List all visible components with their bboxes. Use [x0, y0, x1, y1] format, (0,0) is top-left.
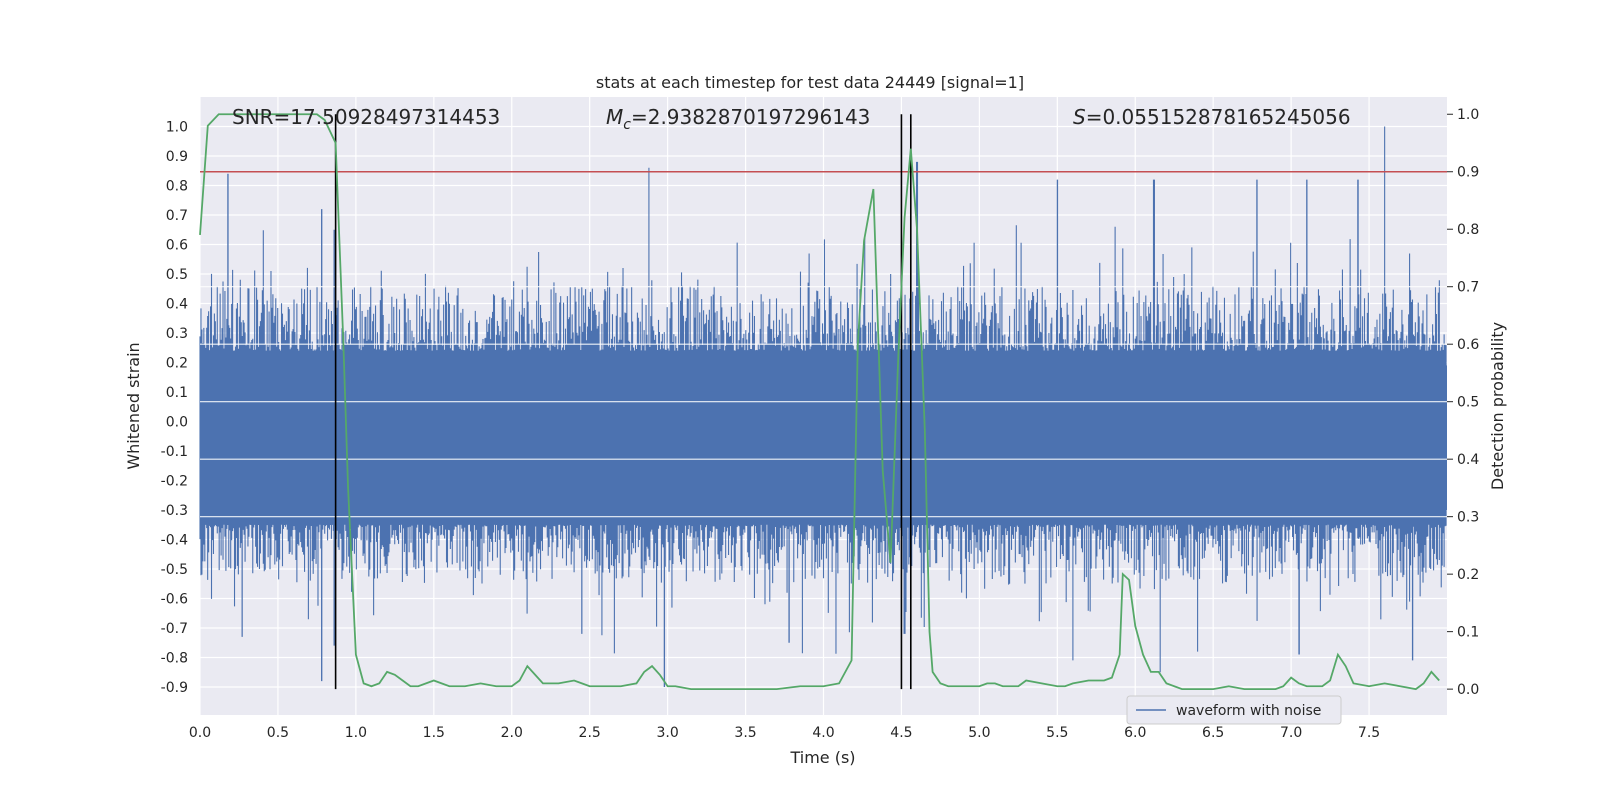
- x-tick-label: 2.5: [579, 725, 601, 741]
- y-left-tick-label: 0.4: [166, 296, 188, 312]
- x-tick-label: 5.5: [1046, 725, 1068, 741]
- y-left-tick-label: -0.3: [161, 503, 188, 519]
- x-tick-label: 4.0: [812, 725, 834, 741]
- snr-annotation: SNR=17.50928497314453: [232, 105, 500, 129]
- x-tick-label: 2.0: [501, 725, 523, 741]
- y-left-tick-label: 0.7: [166, 208, 188, 224]
- left-axis-label: Whitened strain: [124, 342, 143, 469]
- waveform-core: [200, 365, 1447, 510]
- y-left-tick-label: 0.8: [166, 178, 188, 194]
- s-annotation: S=0.055152878165245056: [1073, 105, 1351, 129]
- right-axis-ticks: 0.0 0.1 0.2 0.3 0.4 0.5 0.6 0.7 0.8 0.9 1.0: [1447, 107, 1479, 698]
- y-left-tick-label: -0.9: [161, 680, 188, 696]
- y-right-tick-label: 0.3: [1457, 510, 1479, 526]
- waveform-series: [199, 126, 1447, 687]
- y-left-tick-label: 0.5: [166, 267, 188, 283]
- chirp-mass-annotation: Mc=2.9382870197296143: [606, 105, 870, 133]
- chirp-mass-value: =2.9382870197296143: [631, 105, 870, 129]
- x-axis-label: Time (s): [789, 748, 855, 767]
- y-left-tick-label: -0.5: [161, 562, 188, 578]
- y-right-tick-label: 0.0: [1457, 682, 1479, 698]
- probability-curve: [199, 113, 1440, 691]
- y-right-tick-label: 0.7: [1457, 280, 1479, 296]
- y-right-tick-label: 1.0: [1457, 107, 1479, 123]
- y-left-tick-label: 0.2: [166, 355, 188, 371]
- y-left-tick-label: -0.2: [161, 473, 188, 489]
- x-tick-label: 0.5: [267, 725, 289, 741]
- y-right-tick-label: 0.5: [1457, 395, 1479, 411]
- x-axis-ticks: 0.0 0.5 1.0 1.5 2.0 2.5 3.0 3.5 4.0 4.5 5.0 5.5 6.0 6…: [189, 725, 1380, 741]
- chirp-mass-subscript: c: [623, 117, 631, 133]
- y-right-tick-label: 0.6: [1457, 337, 1479, 353]
- chart-title: stats at each timestep for test data 244…: [596, 73, 1024, 92]
- x-tick-label: 3.5: [734, 725, 756, 741]
- s-symbol: S: [1073, 105, 1086, 129]
- y-left-tick-label: 0.9: [166, 149, 188, 165]
- x-tick-label: 1.5: [423, 725, 445, 741]
- x-tick-label: 3.0: [656, 725, 678, 741]
- chirp-mass-symbol: M: [606, 105, 623, 129]
- y-left-tick-label: -0.8: [161, 650, 188, 666]
- x-tick-label: 7.5: [1358, 725, 1380, 741]
- overlay-lines: [199, 113, 1447, 691]
- x-tick-label: 4.5: [890, 725, 912, 741]
- x-tick-label: 0.0: [189, 725, 211, 741]
- y-left-tick-label: 1.0: [166, 119, 188, 135]
- x-tick-label: 1.0: [345, 725, 367, 741]
- x-tick-label: 7.0: [1280, 725, 1302, 741]
- right-axis-label: Detection probability: [1488, 322, 1507, 490]
- y-left-tick-label: -0.4: [161, 532, 188, 548]
- legend: waveform with noise: [1126, 695, 1342, 725]
- y-left-tick-label: 0.3: [166, 326, 188, 342]
- x-tick-label: 6.0: [1124, 725, 1146, 741]
- y-right-tick-label: 0.8: [1457, 222, 1479, 238]
- x-tick-label: 6.5: [1202, 725, 1224, 741]
- y-left-tick-label: 0.1: [166, 385, 188, 401]
- y-left-tick-label: -0.7: [161, 621, 188, 637]
- y-right-tick-label: 0.4: [1457, 452, 1479, 468]
- s-value: =0.055152878165245056: [1086, 105, 1351, 129]
- y-left-tick-label: -0.1: [161, 444, 188, 460]
- y-left-tick-label: 0.6: [166, 237, 188, 253]
- y-right-tick-label: 0.9: [1457, 165, 1479, 181]
- x-tick-label: 5.0: [968, 725, 990, 741]
- left-axis-ticks: -0.9 -0.8 -0.7 -0.6 -0.5 -0.4 -0.3 -0.2 -0.1 0.0 0…: [161, 119, 188, 695]
- legend-box: [1126, 695, 1342, 725]
- legend-label: waveform with noise: [1176, 703, 1321, 719]
- y-right-tick-label: 0.1: [1457, 625, 1479, 641]
- y-left-tick-label: -0.6: [161, 591, 188, 607]
- y-right-tick-label: 0.2: [1457, 567, 1479, 583]
- y-left-tick-label: 0.0: [166, 414, 188, 430]
